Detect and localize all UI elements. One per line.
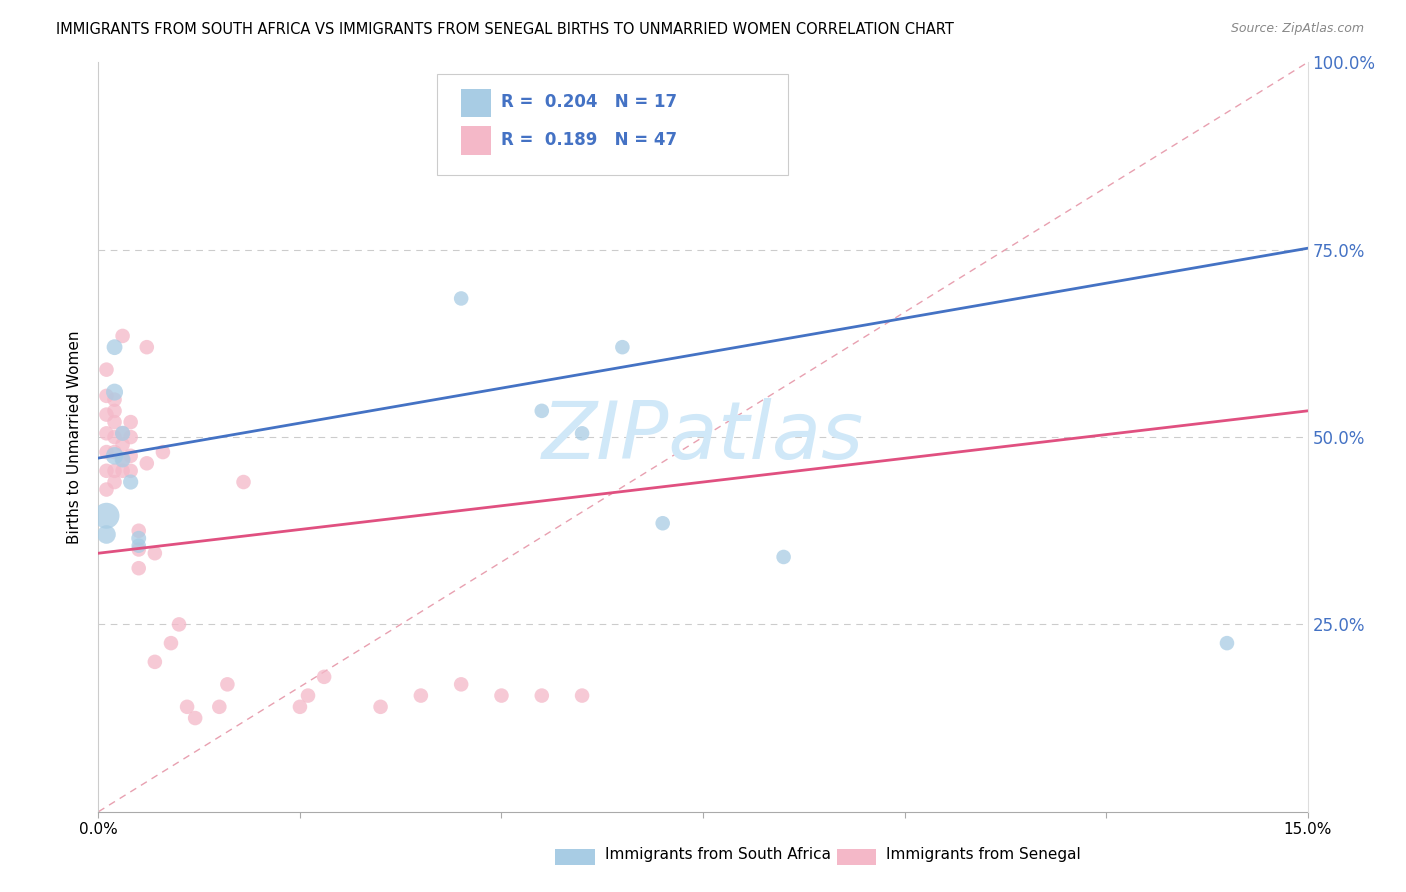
Text: R =  0.204   N = 17: R = 0.204 N = 17: [501, 93, 678, 112]
Point: [450, 292, 472, 306]
Point: [143, 546, 166, 560]
Point: [143, 655, 166, 669]
FancyBboxPatch shape: [437, 74, 787, 175]
Point: [288, 699, 311, 714]
Point: [111, 452, 134, 467]
FancyBboxPatch shape: [461, 88, 492, 117]
Point: [103, 392, 125, 407]
Point: [297, 689, 319, 703]
Point: [120, 430, 142, 444]
Point: [571, 689, 593, 703]
Point: [111, 464, 134, 478]
Point: [103, 475, 125, 489]
Point: [96, 408, 118, 422]
Y-axis label: Births to Unmarried Women: Births to Unmarried Women: [67, 330, 83, 544]
Point: [530, 689, 553, 703]
Point: [184, 711, 207, 725]
Point: [96, 527, 118, 541]
Point: [103, 415, 125, 429]
Point: [152, 445, 174, 459]
Point: [128, 561, 150, 575]
Point: [111, 452, 134, 467]
Point: [128, 542, 150, 557]
Point: [612, 340, 634, 354]
Point: [96, 464, 118, 478]
Point: [120, 464, 142, 478]
Point: [491, 689, 513, 703]
Point: [208, 699, 231, 714]
Point: [96, 362, 118, 376]
Point: [96, 426, 118, 441]
Point: [103, 404, 125, 418]
Point: [772, 549, 794, 564]
Point: [120, 449, 142, 463]
Point: [450, 677, 472, 691]
Point: [103, 385, 125, 400]
Point: [128, 531, 150, 545]
Point: [176, 699, 198, 714]
Point: [96, 508, 118, 523]
Point: [103, 464, 125, 478]
Point: [111, 329, 134, 343]
Point: [370, 699, 392, 714]
Text: Source: ZipAtlas.com: Source: ZipAtlas.com: [1230, 22, 1364, 36]
Point: [120, 415, 142, 429]
FancyBboxPatch shape: [461, 126, 492, 154]
Point: [135, 340, 157, 354]
Point: [651, 516, 673, 531]
Point: [232, 475, 254, 489]
Point: [135, 456, 157, 470]
Point: [103, 340, 125, 354]
Point: [128, 539, 150, 553]
Point: [571, 426, 593, 441]
Text: Immigrants from South Africa: Immigrants from South Africa: [605, 847, 831, 862]
Text: ZIPatlas: ZIPatlas: [541, 398, 865, 476]
Point: [160, 636, 183, 650]
Point: [314, 670, 336, 684]
Text: R =  0.189   N = 47: R = 0.189 N = 47: [501, 130, 678, 149]
Point: [103, 445, 125, 459]
Point: [103, 430, 125, 444]
Point: [128, 524, 150, 538]
Point: [530, 404, 553, 418]
Point: [111, 437, 134, 451]
Point: [217, 677, 239, 691]
Point: [111, 426, 134, 441]
Point: [1216, 636, 1239, 650]
Point: [103, 449, 125, 463]
Point: [409, 689, 432, 703]
Text: IMMIGRANTS FROM SOUTH AFRICA VS IMMIGRANTS FROM SENEGAL BIRTHS TO UNMARRIED WOME: IMMIGRANTS FROM SOUTH AFRICA VS IMMIGRAN…: [56, 22, 955, 37]
Point: [96, 389, 118, 403]
Point: [111, 426, 134, 441]
Point: [96, 445, 118, 459]
Point: [120, 475, 142, 489]
Point: [96, 483, 118, 497]
Point: [167, 617, 190, 632]
Text: Immigrants from Senegal: Immigrants from Senegal: [886, 847, 1081, 862]
